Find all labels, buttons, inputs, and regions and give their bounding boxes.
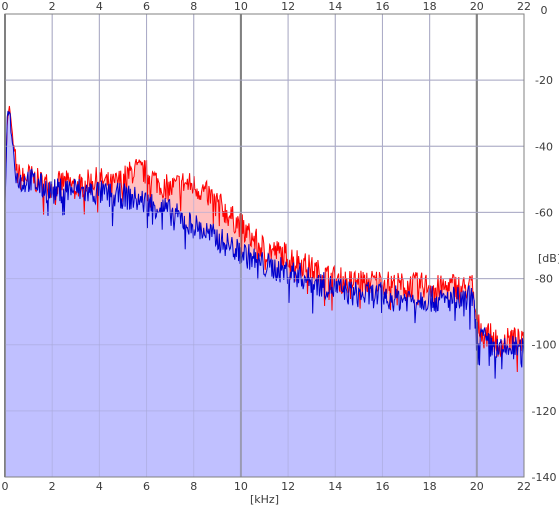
x-tick-label: 12 — [281, 0, 295, 13]
x-tick-label: 14 — [328, 0, 342, 13]
x-tick-label: 22 — [517, 480, 531, 493]
y-tick-label: -80 — [535, 273, 553, 286]
x-tick-label: 16 — [375, 0, 389, 13]
x-tick-label: 0 — [2, 480, 9, 493]
x-tick-label: 8 — [190, 480, 197, 493]
y-tick-label: -20 — [535, 74, 553, 87]
x-tick-label: 18 — [423, 0, 437, 13]
y-tick-label: -100 — [532, 339, 557, 352]
y-axis-unit: [dB] — [538, 252, 559, 265]
x-tick-label: 18 — [423, 480, 437, 493]
x-tick-label: 14 — [328, 480, 342, 493]
x-tick-label: 4 — [96, 0, 103, 13]
series-areas — [5, 106, 524, 477]
x-axis-unit: [kHz] — [250, 493, 279, 506]
x-tick-labels-bottom: 0 2 4 6 8 10 12 14 16 18 20 22 — [2, 480, 532, 493]
y-tick-labels: 0 -20 -40 -60 -80 -100 -120 -140 — [532, 4, 557, 484]
y-tick-label: -120 — [532, 405, 557, 418]
x-tick-label: 20 — [470, 480, 484, 493]
x-tick-label: 2 — [49, 0, 56, 13]
x-tick-label: 10 — [234, 0, 248, 13]
x-tick-label: 16 — [375, 480, 389, 493]
x-tick-label: 22 — [517, 0, 531, 13]
x-tick-label: 6 — [143, 0, 150, 13]
y-tick-label: -140 — [532, 471, 557, 484]
x-tick-label: 12 — [281, 480, 295, 493]
y-tick-label: -40 — [535, 140, 553, 153]
x-tick-label: 20 — [470, 0, 484, 13]
y-tick-label: -60 — [535, 206, 553, 219]
series-lines — [4, 13, 525, 478]
y-tick-label: 0 — [541, 4, 548, 17]
plot-frame — [4, 13, 525, 478]
x-tick-label: 0 — [2, 0, 9, 13]
x-tick-labels-top: 0 2 4 6 8 10 12 14 16 18 20 22 — [2, 0, 532, 13]
x-tick-label: 6 — [143, 480, 150, 493]
series-2-area — [5, 111, 524, 477]
x-tick-label: 2 — [49, 480, 56, 493]
x-tick-label: 4 — [96, 480, 103, 493]
x-tick-label: 8 — [190, 0, 197, 13]
series-2-line — [4, 110, 525, 379]
x-tick-label: 10 — [234, 480, 248, 493]
